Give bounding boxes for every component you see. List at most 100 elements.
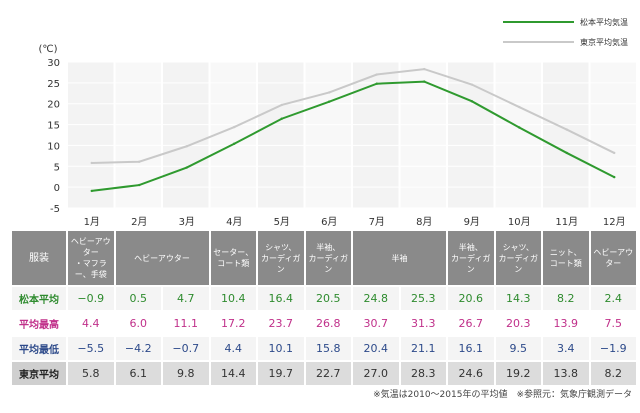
- row-header: 東京平均: [12, 360, 68, 385]
- climate-table-body: 服装 ヘビーアウター ・マフラー、手袋 ヘビーアウター セーター、 コート類 シャツ、 カーデ…: [12, 231, 638, 385]
- y-tick-label: 10: [47, 141, 60, 152]
- table-cell: 14.4: [210, 360, 258, 385]
- table-cell: 19.2: [495, 360, 543, 385]
- table-cell: 17.2: [210, 310, 258, 335]
- data-point: [565, 151, 568, 155]
- data-point: [613, 151, 616, 155]
- table-cell: 4.4: [68, 310, 116, 335]
- row-header: 平均最高: [12, 310, 68, 335]
- table-cell: 23.7: [258, 310, 306, 335]
- data-point: [423, 80, 426, 83]
- data-point: [375, 82, 378, 85]
- table-cell: 24.8: [353, 285, 401, 310]
- data-point: [518, 126, 521, 129]
- table-cell: −4.2: [115, 335, 163, 360]
- data-point: [280, 103, 283, 107]
- data-point: [138, 160, 141, 163]
- x-tick-label: 3月: [179, 216, 195, 228]
- y-tick-label: 5: [54, 162, 60, 173]
- table-cell: 27.0: [353, 360, 401, 385]
- column-band: [163, 62, 209, 208]
- table-cell: −5.5: [68, 335, 116, 360]
- clothing-cell: シャツ、 カーディガン: [495, 231, 543, 285]
- data-point: [518, 105, 521, 109]
- data-point: [185, 166, 188, 169]
- table-cell: −0.7: [163, 335, 211, 360]
- y-tick-label: 30: [47, 58, 60, 69]
- x-tick-label: 10月: [508, 216, 531, 228]
- column-band: [353, 62, 399, 208]
- x-tick-label: 8月: [416, 216, 432, 228]
- table-cell: 20.3: [495, 310, 543, 335]
- table-cell: 31.3: [400, 310, 448, 335]
- data-point: [613, 175, 616, 179]
- data-point: [280, 117, 283, 120]
- table-cell: 3.4: [543, 335, 591, 360]
- column-band: [68, 62, 114, 208]
- y-tick-label: 0: [54, 183, 60, 194]
- table-cell: −0.9: [68, 285, 116, 310]
- clothing-cell: ヘビーアウター: [590, 231, 638, 285]
- clothing-row-header: 服装: [12, 231, 68, 285]
- x-tick-label: 4月: [226, 216, 242, 228]
- table-cell: 20.4: [353, 335, 401, 360]
- column-band: [590, 62, 636, 208]
- table-cell: 7.5: [590, 310, 638, 335]
- table-cell: 14.3: [495, 285, 543, 310]
- y-axis-unit: (℃): [38, 44, 57, 55]
- table-cell: 4.4: [210, 335, 258, 360]
- data-point: [375, 73, 378, 76]
- x-tick-label: 5月: [274, 216, 290, 228]
- y-tick-label: 20: [47, 100, 60, 111]
- column-band: [258, 62, 304, 208]
- table-cell: 0.5: [115, 285, 163, 310]
- x-tick-label: 11月: [555, 216, 578, 228]
- column-band: [115, 62, 161, 208]
- clothing-cell: ヘビーアウター: [115, 231, 211, 285]
- table-cell: 22.7: [305, 360, 353, 385]
- table-cell: 2.4: [590, 285, 638, 310]
- clothing-cell: 半袖: [353, 231, 448, 285]
- table-cell: 10.1: [258, 335, 306, 360]
- data-point: [233, 125, 236, 129]
- data-point: [470, 83, 473, 86]
- y-tick-label: 25: [47, 79, 60, 90]
- table-row-min: 平均最低 −5.5 −4.2 −0.7 4.4 10.1 15.8 20.4 21.1 16.1 9…: [12, 335, 638, 360]
- column-band: [543, 62, 589, 208]
- table-cell: 16.4: [258, 285, 306, 310]
- table-cell: 6.0: [115, 310, 163, 335]
- table-row-matsumoto: 松本平均 −0.9 0.5 4.7 10.4 16.4 20.5 24.8 25.3 20.6 14…: [12, 285, 638, 310]
- table-cell: 4.7: [163, 285, 211, 310]
- x-tick-label: 7月: [369, 216, 385, 228]
- table-row-tokyo: 東京平均 5.8 6.1 9.8 14.4 19.7 22.7 27.0 28.3 24.6 19.…: [12, 360, 638, 385]
- data-point: [565, 128, 568, 131]
- table-cell: 5.8: [68, 360, 116, 385]
- source-note: ※気温は2010〜2015年の平均値 ※参照元：気象庁観測データ: [373, 390, 632, 400]
- data-point: [328, 91, 331, 94]
- temperature-chart: -5 0 5 10 15 20 25 30 (℃) 1月 2月 3月 4月 5月 6月 7月 8月 9月 10月 11…: [38, 17, 636, 228]
- row-header: 平均最低: [12, 335, 68, 360]
- data-point: [470, 100, 473, 103]
- table-cell: 20.6: [448, 285, 496, 310]
- table-cell: 26.7: [448, 310, 496, 335]
- clothing-cell: セーター、 コート類: [210, 231, 258, 285]
- x-tick-label: 6月: [321, 216, 337, 228]
- table-cell: 19.7: [258, 360, 306, 385]
- series-line-tokyo: [91, 68, 615, 164]
- table-cell: 16.1: [448, 335, 496, 360]
- series-line-matsumoto: [91, 80, 615, 192]
- table-cell: 28.3: [400, 360, 448, 385]
- table-cell: 15.8: [305, 335, 353, 360]
- table-cell: 20.5: [305, 285, 353, 310]
- x-tick-label: 12月: [603, 216, 626, 228]
- table-cell: 6.1: [115, 360, 163, 385]
- legend-label: 東京平均気温: [580, 37, 628, 47]
- data-point: [328, 100, 331, 103]
- table-row-max: 平均最高 4.4 6.0 11.1 17.2 23.7 26.8 30.7 31.3 26.7 20…: [12, 310, 638, 335]
- table-cell: 26.8: [305, 310, 353, 335]
- table-cell: 10.4: [210, 285, 258, 310]
- table-cell: 30.7: [353, 310, 401, 335]
- table-cell: 8.2: [543, 285, 591, 310]
- table-cell: 25.3: [400, 285, 448, 310]
- clothing-row: 服装 ヘビーアウター ・マフラー、手袋 ヘビーアウター セーター、 コート類 シャツ、 カーデ…: [12, 231, 638, 285]
